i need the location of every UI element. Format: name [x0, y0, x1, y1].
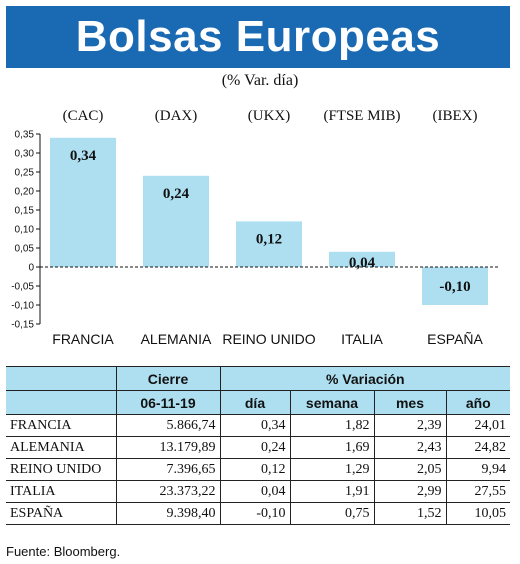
dia-header: día [219, 390, 291, 415]
table-row: ITALIA 23.373,22 0,04 1,91 2,99 27,55 [6, 480, 511, 503]
variacion-group-header: % Variación [219, 366, 511, 391]
y-tick-label: 0,05 [15, 244, 35, 255]
country-label: FRANCIA [52, 331, 114, 347]
anio-cell: 9,94 [445, 458, 511, 481]
anio-cell: 24,01 [445, 414, 511, 437]
dia-cell: 0,24 [219, 436, 291, 459]
index-label: (UKX) [248, 108, 291, 124]
table-row: FRANCIA 5.866,74 0,34 1,82 2,39 24,01 [6, 414, 511, 437]
country-label: ITALIA [341, 331, 383, 347]
page-title: Bolsas Europeas [75, 12, 441, 61]
dia-cell: 0,34 [219, 414, 291, 437]
cierre-cell: 23.373,22 [115, 480, 221, 503]
cierre-cell: 7.396,65 [115, 458, 221, 481]
y-tick-label: -0,05 [11, 282, 34, 293]
index-label: (CAC) [63, 108, 104, 124]
cierre-cell: 13.179,89 [115, 436, 221, 459]
cierre-group-header: Cierre [115, 366, 221, 391]
mes-cell: 2,99 [373, 480, 447, 503]
semana-cell: 1,29 [289, 458, 375, 481]
source-note: Fuente: Bloomberg. [6, 544, 121, 559]
anio-header: año [445, 390, 511, 415]
country-cell: ITALIA [6, 480, 117, 503]
semana-header: semana [289, 390, 375, 415]
country-label: ESPAÑA [427, 331, 483, 347]
dia-cell: 0,12 [219, 458, 291, 481]
country-cell: FRANCIA [6, 414, 117, 437]
country-label: REINO UNIDO [222, 331, 315, 347]
table-sub-header-row: 06-11-19 día semana mes año [6, 390, 511, 415]
bar-value-label: 0,12 [256, 231, 282, 247]
y-tick-label: 0,10 [15, 225, 35, 236]
bar [50, 137, 116, 267]
bar-chart: 0,35 0,30 0,25 0,20 0,15 0,10 0,05 0 -0,05 -0,10 -… [11, 108, 500, 347]
bar [143, 175, 209, 267]
country-label: ALEMANIA [141, 331, 212, 347]
bar-value-label: 0,04 [349, 255, 376, 271]
country-cell: ESPAÑA [6, 502, 117, 525]
semana-cell: 1,91 [289, 480, 375, 503]
date-header: 06-11-19 [115, 390, 221, 415]
dia-cell: 0,04 [219, 480, 291, 503]
bar [422, 267, 488, 305]
y-tick-label: 0 [28, 263, 34, 274]
cierre-cell: 9.398,40 [115, 502, 221, 525]
mes-header: mes [373, 390, 447, 415]
mes-cell: 2,05 [373, 458, 447, 481]
title-banner: Bolsas Europeas [6, 6, 510, 68]
bar-value-label: 0,34 [70, 148, 97, 164]
index-label: (FTSE MIB) [323, 108, 400, 124]
country-cell: ALEMANIA [6, 436, 117, 459]
bar [329, 251, 395, 267]
mes-cell: 1,52 [373, 502, 447, 525]
bar [236, 221, 302, 267]
table-group-header-row: Cierre % Variación [6, 366, 511, 391]
y-tick-label: 0,35 [15, 130, 35, 141]
y-tick-label: 0,15 [15, 206, 35, 217]
cierre-cell: 5.866,74 [115, 414, 221, 437]
bar-value-label: 0,24 [163, 186, 190, 202]
mes-cell: 2,39 [373, 414, 447, 437]
table-row: ESPAÑA 9.398,40 -0,10 0,75 1,52 10,05 [6, 502, 511, 525]
country-cell: REINO UNIDO [6, 458, 117, 481]
semana-cell: 1,69 [289, 436, 375, 459]
bar-value-label: -0,10 [439, 279, 470, 295]
anio-cell: 27,55 [445, 480, 511, 503]
y-tick-label: -0,10 [11, 301, 34, 312]
y-tick-label: 0,30 [15, 149, 35, 160]
dia-cell: -0,10 [219, 502, 291, 525]
index-label: (IBEX) [433, 108, 478, 124]
mes-cell: 2,43 [373, 436, 447, 459]
table-row: REINO UNIDO 7.396,65 0,12 1,29 2,05 9,94 [6, 458, 511, 481]
table-corner-cell [6, 390, 117, 415]
y-tick-label: 0,20 [15, 187, 35, 198]
y-tick-label: -0,15 [11, 320, 34, 331]
anio-cell: 10,05 [445, 502, 511, 525]
index-label: (DAX) [155, 108, 198, 124]
anio-cell: 24,82 [445, 436, 511, 459]
table-row: ALEMANIA 13.179,89 0,24 1,69 2,43 24,82 [6, 436, 511, 459]
y-tick-label: 0,25 [15, 168, 35, 179]
semana-cell: 0,75 [289, 502, 375, 525]
semana-cell: 1,82 [289, 414, 375, 437]
chart-subtitle: (% Var. día) [221, 72, 299, 89]
table-corner-cell [6, 366, 117, 391]
market-table: Cierre % Variación 06-11-19 día semana m… [6, 366, 511, 525]
